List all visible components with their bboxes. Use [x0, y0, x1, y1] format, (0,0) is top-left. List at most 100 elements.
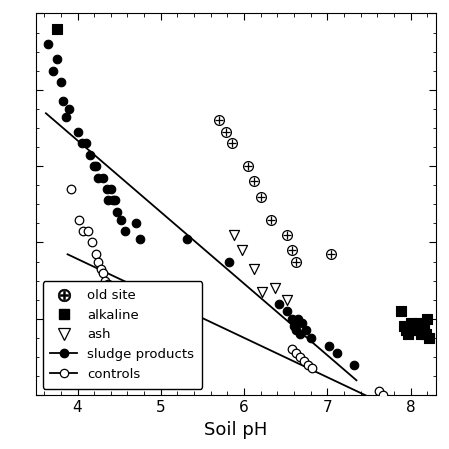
- Point: [284, 231, 291, 238]
- Point: [423, 315, 431, 322]
- Point: [121, 304, 128, 311]
- Point: [99, 269, 106, 277]
- Point: [350, 361, 357, 368]
- Point: [78, 140, 85, 147]
- Point: [95, 174, 102, 181]
- Point: [101, 277, 109, 284]
- Point: [288, 346, 295, 353]
- Point: [403, 327, 410, 334]
- Point: [87, 151, 94, 158]
- Point: [251, 178, 258, 185]
- Point: [103, 185, 110, 193]
- Point: [57, 79, 65, 86]
- Point: [300, 357, 308, 365]
- Point: [74, 128, 81, 136]
- Point: [267, 216, 274, 223]
- Point: [222, 128, 229, 136]
- Point: [95, 258, 102, 265]
- Point: [257, 193, 264, 200]
- Point: [99, 174, 106, 181]
- Point: [422, 330, 429, 338]
- Point: [245, 163, 252, 170]
- Point: [53, 56, 60, 63]
- Point: [417, 327, 424, 334]
- Point: [292, 258, 299, 265]
- Point: [405, 330, 412, 338]
- Point: [293, 327, 300, 334]
- Legend: old site, alkaline, ash, sludge products, controls: old site, alkaline, ash, sludge products…: [43, 282, 202, 388]
- Point: [228, 140, 235, 147]
- Point: [216, 117, 223, 124]
- Point: [105, 281, 112, 288]
- Point: [225, 258, 233, 265]
- Point: [245, 163, 252, 170]
- Point: [111, 197, 119, 204]
- Point: [397, 308, 404, 315]
- Point: [326, 342, 333, 349]
- Point: [222, 128, 229, 136]
- Point: [82, 140, 89, 147]
- Point: [409, 327, 416, 334]
- Point: [136, 235, 144, 242]
- Point: [109, 289, 116, 296]
- Point: [88, 239, 95, 246]
- Point: [134, 315, 141, 322]
- Point: [291, 323, 298, 330]
- Point: [288, 247, 295, 254]
- Point: [60, 98, 67, 105]
- Point: [299, 319, 306, 326]
- Point: [66, 106, 73, 113]
- Point: [67, 185, 75, 193]
- Point: [238, 247, 245, 254]
- Point: [292, 349, 299, 357]
- Point: [228, 140, 235, 147]
- Point: [284, 296, 291, 304]
- Point: [415, 319, 423, 326]
- Point: [91, 163, 98, 170]
- Point: [271, 285, 278, 292]
- Point: [309, 365, 316, 372]
- X-axis label: Soil pH: Soil pH: [204, 421, 268, 439]
- Point: [230, 231, 238, 238]
- Point: [62, 113, 70, 120]
- Point: [80, 227, 87, 234]
- Point: [92, 251, 99, 258]
- Point: [284, 308, 291, 315]
- Point: [251, 266, 258, 273]
- Point: [379, 392, 387, 399]
- Point: [375, 388, 383, 395]
- Point: [413, 327, 420, 334]
- Point: [117, 300, 124, 307]
- Point: [292, 258, 299, 265]
- Point: [142, 323, 150, 330]
- Point: [295, 315, 302, 322]
- Point: [407, 319, 414, 326]
- Point: [328, 251, 335, 258]
- Point: [97, 266, 105, 273]
- Point: [296, 330, 304, 338]
- Point: [288, 247, 295, 254]
- Point: [420, 323, 427, 330]
- Point: [109, 197, 116, 204]
- Point: [401, 323, 408, 330]
- Point: [92, 163, 99, 170]
- Point: [105, 197, 112, 204]
- Point: [304, 361, 312, 368]
- Point: [288, 315, 295, 322]
- Point: [303, 327, 310, 334]
- Point: [45, 40, 52, 48]
- Point: [49, 67, 56, 75]
- Point: [257, 193, 264, 200]
- Point: [267, 216, 274, 223]
- Point: [418, 330, 425, 338]
- Point: [275, 300, 282, 307]
- Point: [117, 216, 124, 223]
- Point: [113, 296, 120, 304]
- Point: [328, 251, 335, 258]
- Point: [113, 208, 120, 216]
- Point: [53, 25, 60, 32]
- Point: [75, 216, 83, 223]
- Point: [84, 227, 91, 234]
- Point: [184, 235, 191, 242]
- Point: [259, 289, 266, 296]
